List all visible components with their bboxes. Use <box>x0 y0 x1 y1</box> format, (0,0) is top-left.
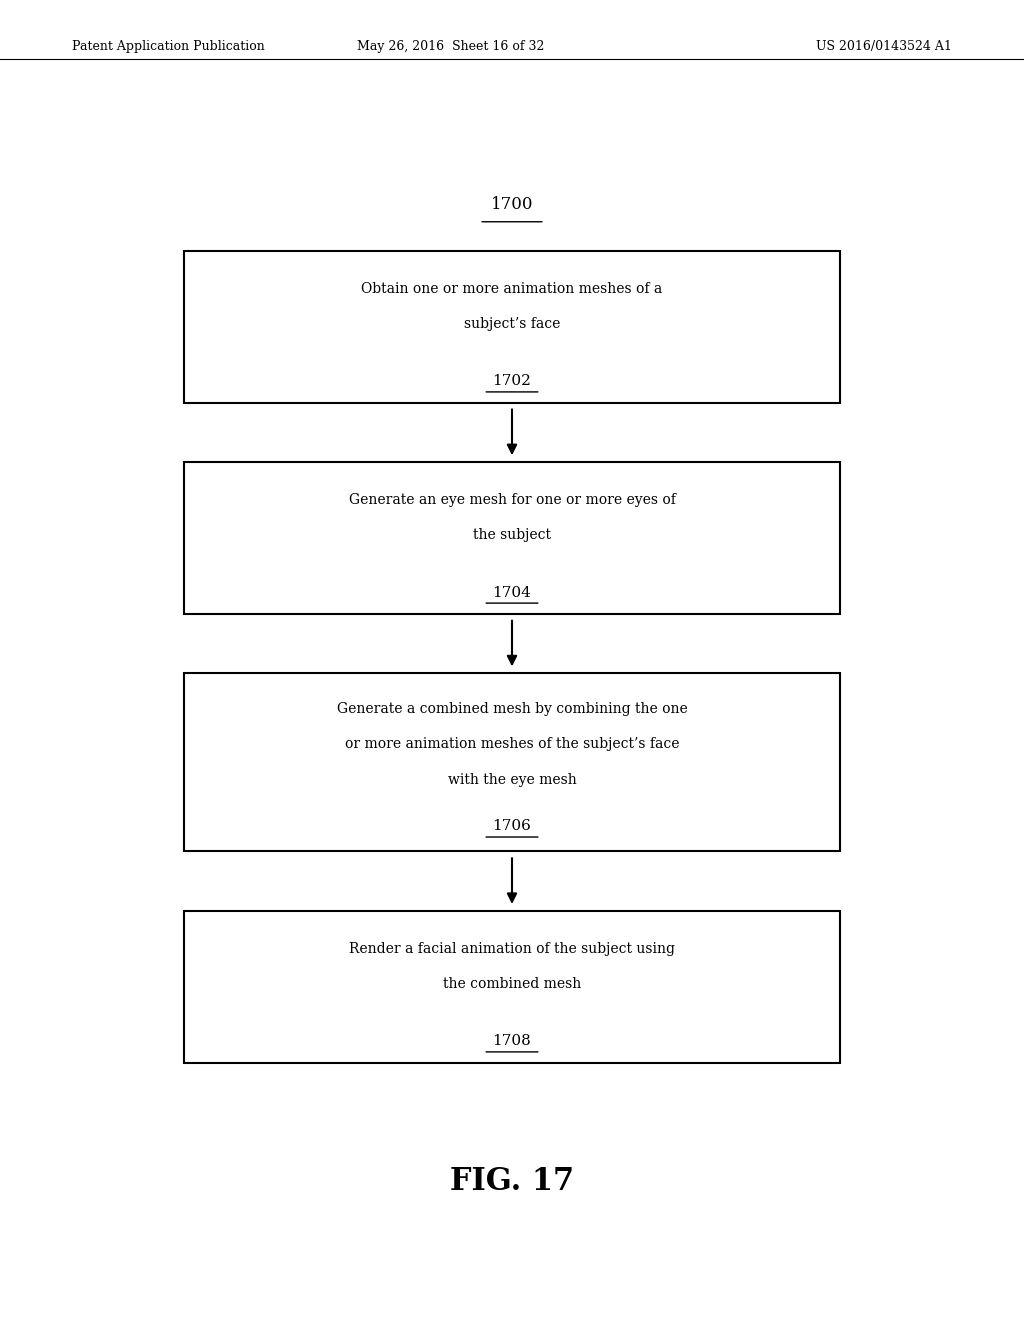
Text: Obtain one or more animation meshes of a: Obtain one or more animation meshes of a <box>361 281 663 296</box>
FancyBboxPatch shape <box>184 673 840 851</box>
Text: 1702: 1702 <box>493 375 531 388</box>
Text: Patent Application Publication: Patent Application Publication <box>72 40 264 53</box>
Text: 1700: 1700 <box>490 197 534 213</box>
FancyBboxPatch shape <box>184 462 840 614</box>
Text: subject’s face: subject’s face <box>464 317 560 331</box>
Text: Generate an eye mesh for one or more eyes of: Generate an eye mesh for one or more eye… <box>348 492 676 507</box>
FancyBboxPatch shape <box>184 911 840 1063</box>
FancyBboxPatch shape <box>184 251 840 403</box>
Text: the combined mesh: the combined mesh <box>442 977 582 991</box>
Text: the subject: the subject <box>473 528 551 543</box>
Text: US 2016/0143524 A1: US 2016/0143524 A1 <box>816 40 952 53</box>
Text: FIG. 17: FIG. 17 <box>450 1166 574 1197</box>
Text: 1704: 1704 <box>493 586 531 599</box>
Text: May 26, 2016  Sheet 16 of 32: May 26, 2016 Sheet 16 of 32 <box>357 40 544 53</box>
Text: with the eye mesh: with the eye mesh <box>447 774 577 787</box>
Text: or more animation meshes of the subject’s face: or more animation meshes of the subject’… <box>345 738 679 751</box>
Text: 1708: 1708 <box>493 1035 531 1048</box>
Text: Render a facial animation of the subject using: Render a facial animation of the subject… <box>349 941 675 956</box>
Text: Generate a combined mesh by combining the one: Generate a combined mesh by combining th… <box>337 702 687 715</box>
Text: 1706: 1706 <box>493 820 531 833</box>
